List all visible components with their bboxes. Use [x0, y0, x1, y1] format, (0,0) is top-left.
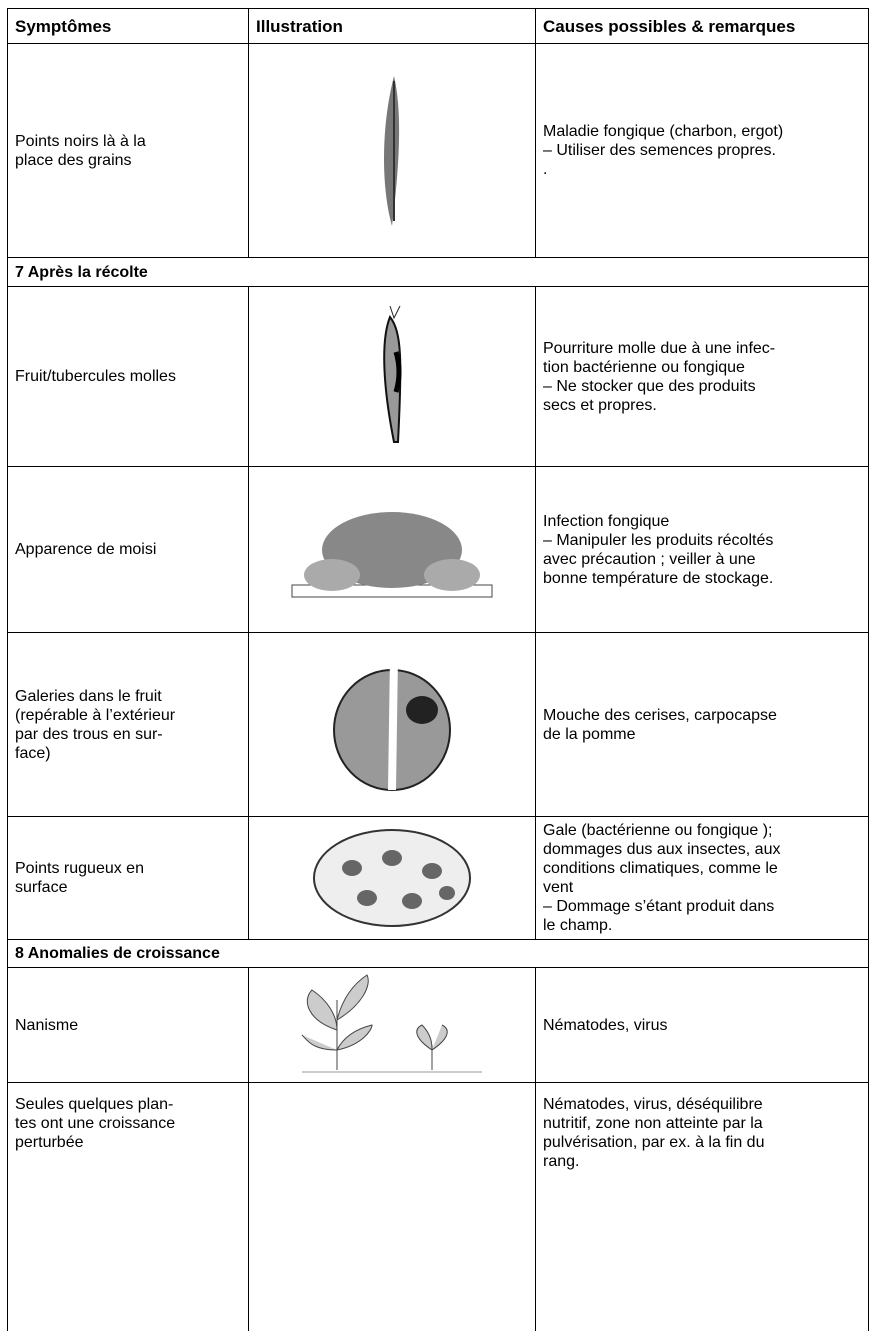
illustration — [402, 893, 422, 909]
illustration — [424, 559, 480, 591]
table-row: Fruit/tubercules molles Pourriture molle … — [8, 287, 869, 467]
text-line: Apparence de moisi — [15, 540, 241, 559]
text-line: Points noirs là à la — [15, 132, 241, 151]
illustration — [382, 850, 402, 866]
symptom-cell: Seules quelques plan-tes ont une croissa… — [8, 1083, 249, 1331]
symptom-cell: Nanisme — [8, 968, 249, 1083]
illustration — [357, 890, 377, 906]
column-header: Causes possibles & remarques — [536, 9, 869, 44]
text-line: pulvérisation, par ex. à la fin du — [543, 1133, 861, 1152]
illustration — [304, 559, 360, 591]
text-line: (repérable à l’extérieur — [15, 706, 241, 725]
section-row: 7 Après la récolte — [8, 258, 869, 287]
column-header: Symptômes — [8, 9, 249, 44]
text-line: Mouche des cerises, carpocapse — [543, 706, 861, 725]
text-line: Maladie fongique (charbon, ergot) — [543, 122, 861, 141]
illustration — [372, 302, 412, 452]
text-line: . — [543, 160, 861, 179]
text-line: tion bactérienne ou fongique — [543, 358, 861, 377]
causes-cell: Infection fongique– Manipuler les produi… — [536, 467, 869, 633]
illustration — [322, 650, 462, 800]
text-line: bonne température de stockage. — [543, 569, 861, 588]
illustration — [342, 860, 362, 876]
illustration — [417, 1025, 447, 1070]
table-row: Galeries dans le fruit(repérable à l’ext… — [8, 633, 869, 817]
text-line: – Manipuler les produits récoltés — [543, 531, 861, 550]
section-title: 8 Anomalies de croissance — [8, 940, 869, 968]
illustration — [422, 863, 442, 879]
text-line: Fruit/tubercules molles — [15, 367, 241, 386]
illustration-cell — [249, 44, 536, 258]
text-line: conditions climatiques, comme le — [543, 859, 861, 878]
text-line: le champ. — [543, 916, 861, 935]
illustration — [372, 71, 412, 231]
text-line: face) — [15, 744, 241, 763]
illustration — [384, 76, 399, 226]
text-line: de la pomme — [543, 725, 861, 744]
illustration — [390, 306, 400, 318]
column-header: Illustration — [249, 9, 536, 44]
symptom-cell: Apparence de moisi — [8, 467, 249, 633]
text-line: – Dommage s’étant produit dans — [543, 897, 861, 916]
text-line: rang. — [543, 1152, 861, 1171]
text-line: Nanisme — [15, 1016, 241, 1035]
text-line: vent — [543, 878, 861, 897]
text-line: – Ne stocker que des produits — [543, 377, 861, 396]
illustration-cell — [249, 817, 536, 940]
text-line: Seules quelques plan- — [15, 1095, 241, 1114]
illustration — [406, 696, 438, 724]
illustration — [314, 830, 470, 926]
text-line: Galeries dans le fruit — [15, 687, 241, 706]
illustration-cell — [249, 287, 536, 467]
text-line: Infection fongique — [543, 512, 861, 531]
text-line: place des grains — [15, 151, 241, 170]
text-line: Nématodes, virus — [543, 1016, 861, 1035]
causes-cell: Maladie fongique (charbon, ergot)– Utili… — [536, 44, 869, 258]
causes-cell: Pourriture molle due à une infec-tion ba… — [536, 287, 869, 467]
text-line: perturbée — [15, 1133, 241, 1152]
illustration — [307, 823, 477, 933]
illustration — [439, 886, 455, 900]
causes-cell: Gale (bactérienne ou fongique );dommages… — [536, 817, 869, 940]
illustration — [392, 655, 394, 790]
section-title: 7 Après la récolte — [8, 258, 869, 287]
symptom-cell: Galeries dans le fruit(repérable à l’ext… — [8, 633, 249, 817]
text-line: tes ont une croissance — [15, 1114, 241, 1133]
illustration — [272, 490, 512, 610]
text-line: Points rugueux en — [15, 859, 241, 878]
causes-cell: Nématodes, virus — [536, 968, 869, 1083]
text-line: Nématodes, virus, déséquilibre — [543, 1095, 861, 1114]
text-line: dommages dus aux insectes, aux — [543, 840, 861, 859]
text-line: secs et propres. — [543, 396, 861, 415]
illustration — [292, 970, 492, 1080]
table-row: Nanisme Nématodes, virus — [8, 968, 869, 1083]
illustration-cell — [249, 633, 536, 817]
text-line: Pourriture molle due à une infec- — [543, 339, 861, 358]
text-line: avec précaution ; veiller à une — [543, 550, 861, 569]
illustration-cell — [249, 968, 536, 1083]
table-row: Apparence de moisi Infection fongique– Ma… — [8, 467, 869, 633]
text-line: par des trous en sur- — [15, 725, 241, 744]
illustration-cell — [249, 467, 536, 633]
text-line: surface — [15, 878, 241, 897]
text-line: Gale (bactérienne ou fongique ); — [543, 821, 861, 840]
text-line: – Utiliser des semences propres. — [543, 141, 861, 160]
table-row: Seules quelques plan-tes ont une croissa… — [8, 1083, 869, 1331]
symptom-cell: Fruit/tubercules molles — [8, 287, 249, 467]
illustration — [302, 975, 372, 1070]
section-row: 8 Anomalies de croissance — [8, 940, 869, 968]
text-line: nutritif, zone non atteinte par la — [543, 1114, 861, 1133]
illustration-cell — [249, 1083, 536, 1331]
